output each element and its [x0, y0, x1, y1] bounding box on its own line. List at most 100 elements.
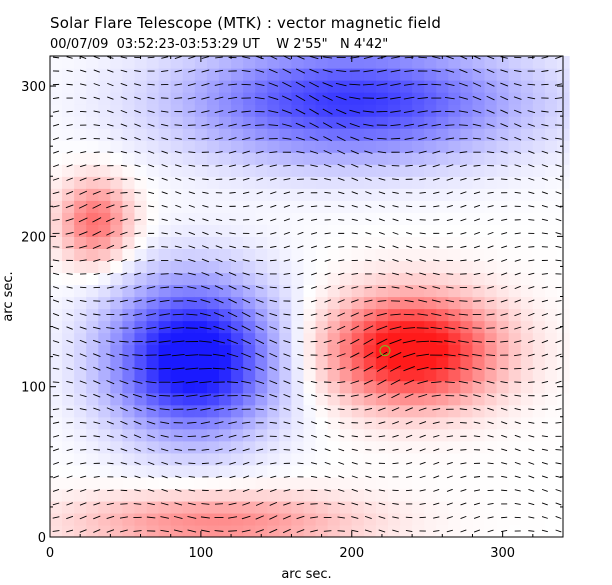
heatmap-cell: [86, 80, 99, 93]
heatmap-cell: [194, 272, 208, 286]
vector-segment: [541, 56, 549, 59]
heatmap-cell: [460, 140, 474, 153]
heatmap-cell: [448, 488, 461, 502]
heatmap-cell: [243, 368, 256, 382]
vector-segment: [214, 530, 224, 532]
heatmap-cell: [134, 500, 148, 514]
vector-segment: [256, 205, 263, 208]
vector-segment: [145, 340, 157, 343]
vector-segment: [52, 421, 60, 424]
heatmap-cell: [460, 380, 474, 394]
heatmap-cell: [436, 440, 449, 454]
vector-segment: [528, 272, 535, 276]
heatmap-cell: [170, 344, 184, 358]
vector-segment: [93, 435, 101, 438]
heatmap-cell: [146, 128, 160, 141]
heatmap-cell: [98, 80, 111, 93]
heatmap-cell: [194, 80, 208, 93]
heatmap-cell: [532, 464, 546, 478]
heatmap-cell: [544, 128, 558, 141]
vector-segment: [487, 245, 494, 249]
vector-segment: [337, 163, 345, 168]
heatmap-cell: [62, 344, 75, 358]
heatmap-cell: [134, 56, 148, 69]
vector-segment: [185, 380, 198, 384]
heatmap-cell: [303, 368, 317, 382]
vector-segment: [390, 137, 401, 140]
heatmap-cell: [122, 56, 136, 69]
heatmap-cell: [206, 164, 220, 177]
vector-segment: [365, 259, 372, 262]
vector-segment: [473, 421, 481, 424]
heatmap-cell: [363, 404, 377, 418]
vector-segment: [66, 488, 73, 492]
heatmap-cell: [255, 368, 268, 382]
vector-segment: [555, 204, 562, 208]
heatmap-cell: [98, 104, 111, 117]
heatmap-cell: [50, 428, 63, 442]
vector-segment: [406, 475, 413, 478]
heatmap-cell: [279, 164, 293, 177]
heatmap-cell: [387, 80, 401, 93]
vector-segment: [391, 56, 400, 59]
vector-segment: [444, 326, 456, 330]
vector-segment: [432, 272, 440, 276]
vector-segment: [200, 516, 210, 519]
vector-segment: [309, 81, 319, 88]
heatmap-cell: [110, 152, 124, 165]
heatmap-cell: [327, 344, 341, 358]
heatmap-cell: [158, 104, 172, 117]
heatmap-cell: [327, 488, 341, 502]
vector-segment: [378, 245, 386, 249]
heatmap-cell: [243, 200, 256, 213]
vector-segment: [350, 136, 360, 141]
heatmap-cell: [532, 140, 546, 153]
heatmap-cell: [400, 404, 413, 418]
heatmap-cell: [400, 368, 413, 382]
vector-segment: [160, 286, 170, 289]
heatmap-cell: [327, 524, 341, 538]
heatmap-cell: [484, 284, 498, 298]
heatmap-cell: [279, 488, 293, 502]
heatmap-cell: [218, 320, 232, 334]
vector-segment: [311, 272, 318, 276]
vector-segment: [201, 503, 210, 505]
heatmap-cell: [50, 512, 63, 526]
vector-segment: [418, 285, 427, 290]
heatmap-cell: [86, 56, 99, 69]
heatmap-cell: [74, 416, 87, 430]
heatmap-cell: [62, 368, 75, 382]
vector-segment: [52, 259, 60, 262]
heatmap-cell: [460, 248, 474, 262]
vector-segment: [541, 273, 548, 275]
vector-segment: [241, 338, 252, 345]
heatmap-cell: [86, 176, 99, 189]
heatmap-cell: [436, 200, 449, 213]
heatmap-cell: [62, 320, 75, 334]
heatmap-cell: [496, 128, 510, 141]
vector-segment: [93, 96, 101, 100]
heatmap-cell: [375, 464, 389, 478]
vector-segment: [363, 56, 373, 59]
vector-segment: [215, 164, 223, 167]
heatmap-cell: [520, 332, 534, 346]
heatmap-cell: [375, 56, 389, 69]
vector-segment: [215, 258, 223, 263]
vector-segment: [269, 407, 278, 411]
heatmap-cell: [182, 236, 196, 249]
heatmap-cell: [255, 104, 268, 117]
vector-segment: [311, 286, 318, 289]
heatmap-cell: [146, 464, 160, 478]
heatmap-cell: [412, 68, 425, 81]
heatmap-cell: [544, 488, 558, 502]
vector-field: [52, 55, 563, 534]
vector-segment: [322, 69, 333, 73]
vector-segment: [324, 394, 332, 397]
vector-segment: [472, 109, 482, 114]
heatmap-cell: [243, 524, 256, 538]
vector-segment: [500, 82, 509, 87]
heatmap-cell: [363, 212, 377, 225]
heatmap-cell: [460, 296, 474, 310]
vector-segment: [432, 286, 441, 289]
